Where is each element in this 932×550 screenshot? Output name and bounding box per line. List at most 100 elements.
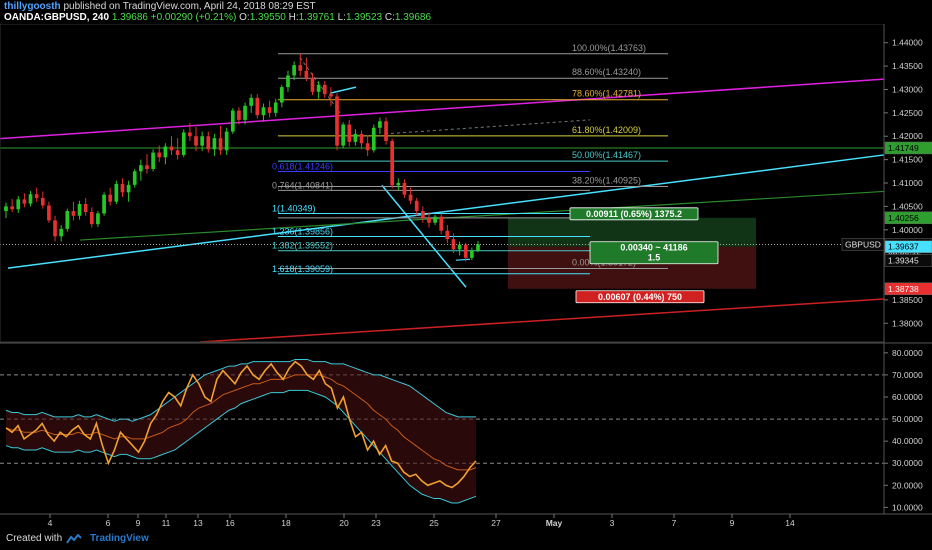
- candle-body: [463, 244, 468, 258]
- trendline-red: [199, 298, 885, 343]
- close-value: 1.39686: [394, 12, 432, 23]
- candle-body: [89, 211, 94, 225]
- candle-body: [157, 152, 162, 158]
- price-tick-label: 1.40000: [892, 225, 923, 235]
- trendline-cyan-short: [329, 86, 357, 94]
- candle-body: [359, 133, 364, 144]
- candle-body: [304, 70, 309, 78]
- footer: Created with TradingView: [0, 528, 932, 550]
- candle-body: [396, 183, 401, 186]
- candle-body: [83, 204, 88, 212]
- price-tick-label: 1.41000: [892, 178, 923, 188]
- price-badge-label: 1.39345: [888, 255, 919, 265]
- price-badge: [884, 211, 932, 225]
- candle-body: [53, 220, 57, 237]
- osc-tick-label: 20.0000: [892, 480, 923, 490]
- position-center-label: 1.5: [648, 253, 661, 263]
- candle-body: [4, 206, 8, 212]
- price-badge: [884, 141, 932, 155]
- candle-body: [402, 183, 407, 195]
- price-pane[interactable]: 100.00%(1.43763) 88.60%(1.43240) 78.60%(1.…: [0, 43, 885, 343]
- fib-retracement-label: 50.00%(1.41467): [572, 150, 641, 160]
- candle-body: [40, 197, 45, 206]
- trendline-cyan: [7, 154, 885, 269]
- time-tick-label: 20: [339, 518, 349, 528]
- time-tick-label: 9: [730, 518, 735, 528]
- candle-body: [108, 194, 113, 202]
- price-tick-label: 1.44000: [892, 38, 923, 48]
- trendline-green: [79, 190, 885, 241]
- candle-body: [188, 132, 192, 137]
- candle-body: [22, 199, 27, 204]
- candle-body: [267, 107, 272, 113]
- time-tick-label: 6: [106, 518, 111, 528]
- candle-body: [286, 75, 290, 88]
- high-label: H:: [288, 12, 299, 23]
- candle-body: [445, 230, 450, 240]
- trendline-magenta: [0, 78, 885, 140]
- price-badge-label: 1.40256: [888, 213, 919, 223]
- candle-body: [347, 124, 352, 142]
- candle-body: [139, 165, 143, 172]
- price-badge: [884, 282, 932, 296]
- candle-body: [145, 165, 149, 169]
- candle-body: [224, 131, 229, 151]
- trading-chart[interactable]: 100.00%(1.43763) 88.60%(1.43240) 78.60%(1.…: [0, 24, 932, 528]
- osc-tick-label: 40.0000: [892, 436, 923, 446]
- candle-body: [169, 146, 174, 151]
- candle-body: [433, 216, 437, 223]
- candle-body: [59, 228, 64, 237]
- osc-main-line: [5, 360, 477, 489]
- oscillator-pane[interactable]: [0, 358, 884, 504]
- symbol-label: OANDA:GBPUSD, 240: [4, 12, 110, 23]
- price-tick-label: 1.41500: [892, 155, 923, 165]
- price-tick-label: 1.38500: [892, 295, 923, 305]
- candle-body: [261, 107, 266, 116]
- candle-body: [120, 183, 125, 193]
- candle-body: [335, 96, 339, 146]
- time-tick-label: 13: [193, 518, 203, 528]
- tradingview-logo-icon: [66, 534, 82, 544]
- fib-extension-label: 1(1.40349): [272, 203, 316, 213]
- candle-body: [218, 138, 223, 151]
- symbol-badge-label: GBPUSD: [845, 239, 881, 249]
- time-tick-label: 16: [225, 518, 235, 528]
- candle-body: [77, 204, 82, 216]
- bollinger-band-fill: [6, 359, 476, 503]
- candle-body: [378, 121, 382, 128]
- low-label: L:: [337, 12, 346, 23]
- candle-body: [384, 121, 388, 141]
- osc-tick-label: 50.0000: [892, 414, 923, 424]
- candle-body: [71, 211, 76, 216]
- candle-body: [329, 94, 333, 97]
- time-tick-label: 23: [371, 518, 381, 528]
- candle-body: [470, 250, 474, 258]
- author-link[interactable]: thillygoosth: [4, 1, 61, 12]
- position-stop-label: 0.00607 (0.44%) 750: [598, 292, 682, 302]
- time-tick-label: 9: [136, 518, 141, 528]
- publish-line: thillygoosth published on TradingView.co…: [4, 1, 316, 12]
- candle-body: [175, 150, 180, 155]
- position-target-label-box: [569, 207, 699, 221]
- candle-body: [237, 110, 241, 120]
- candle-body: [427, 218, 431, 223]
- candle-body: [420, 211, 425, 219]
- fib-retracement-label: 78.60%(1.42781): [572, 89, 641, 99]
- fib-retracement-label: 61.80%(1.42009): [572, 125, 641, 135]
- candle-body: [457, 244, 462, 250]
- position-stop-label-box: [575, 290, 705, 304]
- annotation-overlay: 0.00911 (0.65%) 1375.2 0.00340 ~ 411861.5…: [569, 141, 932, 304]
- candle-body: [194, 136, 198, 146]
- published-text: published on TradingView.com, April 24, …: [63, 1, 316, 12]
- candle-body: [476, 244, 480, 251]
- tradingview-brand[interactable]: TradingView: [90, 533, 149, 544]
- time-tick-label: 3: [610, 518, 615, 528]
- candle-body: [65, 211, 70, 229]
- low-value: 1.39523: [345, 12, 383, 23]
- candle-body: [10, 206, 14, 210]
- trendline-dashed: [384, 119, 591, 135]
- symbol-badge: [841, 238, 885, 251]
- time-tick-label: 14: [785, 518, 795, 528]
- ohlc-line: OANDA:GBPUSD, 240 1.39686 +0.00290 (+0.2…: [4, 12, 431, 23]
- price-tick-label: 1.42500: [892, 108, 923, 118]
